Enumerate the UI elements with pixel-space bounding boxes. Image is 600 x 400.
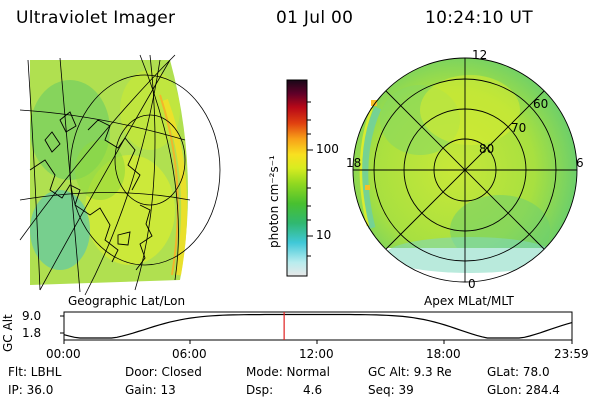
color-scale-unit-label: photon cm⁻²s⁻¹ [267, 155, 281, 248]
door-status: Door: Closed [125, 365, 202, 379]
time-label: 10:24:10 UT [425, 8, 533, 28]
altitude-xtick-0000: 00:00 [46, 347, 81, 361]
mlt-label-0: 0 [468, 277, 476, 291]
altitude-ylabel: GC Alt [1, 314, 15, 352]
lat-label-80: 80 [479, 142, 495, 156]
altitude-curve [63, 313, 573, 339]
lat-label-70: 70 [511, 121, 527, 135]
left-panel-caption: Geographic Lat/Lon [68, 294, 186, 308]
color-scale-ticks [307, 101, 313, 257]
polar-plot [352, 57, 578, 283]
mode-value: Mode: Normal [246, 365, 330, 379]
mlt-label-18: 18 [346, 156, 362, 170]
altitude-xtick-2359: 23:59 [554, 347, 589, 361]
ip-value: IP: 36.0 [8, 383, 54, 397]
lat-label-60: 60 [533, 97, 549, 111]
altitude-plot-frame [63, 311, 573, 341]
date-label: 01 Jul 00 [276, 8, 354, 28]
dsp-value: 4.6 [303, 383, 323, 397]
mlt-label-12: 12 [472, 48, 488, 62]
color-scale-tick-10: 10 [316, 228, 332, 242]
altitude-ytick-high: 9.0 [22, 309, 42, 323]
dsp-label: Dsp: [246, 383, 274, 397]
geo-latitude-value: GLat: 78.0 [487, 365, 550, 379]
altitude-xtick-1200: 12:00 [299, 347, 334, 361]
mlt-label-6: 6 [576, 156, 584, 170]
geographic-view [19, 54, 221, 296]
gc-altitude-value: GC Alt: 9.3 Re [368, 365, 452, 379]
altitude-ytick-low: 1.8 [22, 326, 42, 340]
color-scale-bar [286, 79, 308, 277]
altitude-plot [60, 311, 573, 344]
altitude-xtick-1800: 18:00 [426, 347, 461, 361]
gain-value: Gain: 13 [125, 383, 176, 397]
app-title: Ultraviolet Imager [16, 8, 176, 28]
sequence-value: Seq: 39 [368, 383, 414, 397]
geo-longitude-value: GLon: 284.4 [487, 383, 560, 397]
filter-value: Flt: LBHL [8, 365, 62, 379]
altitude-xtick-0600: 06:00 [172, 347, 207, 361]
color-scale-tick-100: 100 [316, 142, 339, 156]
right-panel-caption: Apex MLat/MLT [424, 294, 514, 308]
